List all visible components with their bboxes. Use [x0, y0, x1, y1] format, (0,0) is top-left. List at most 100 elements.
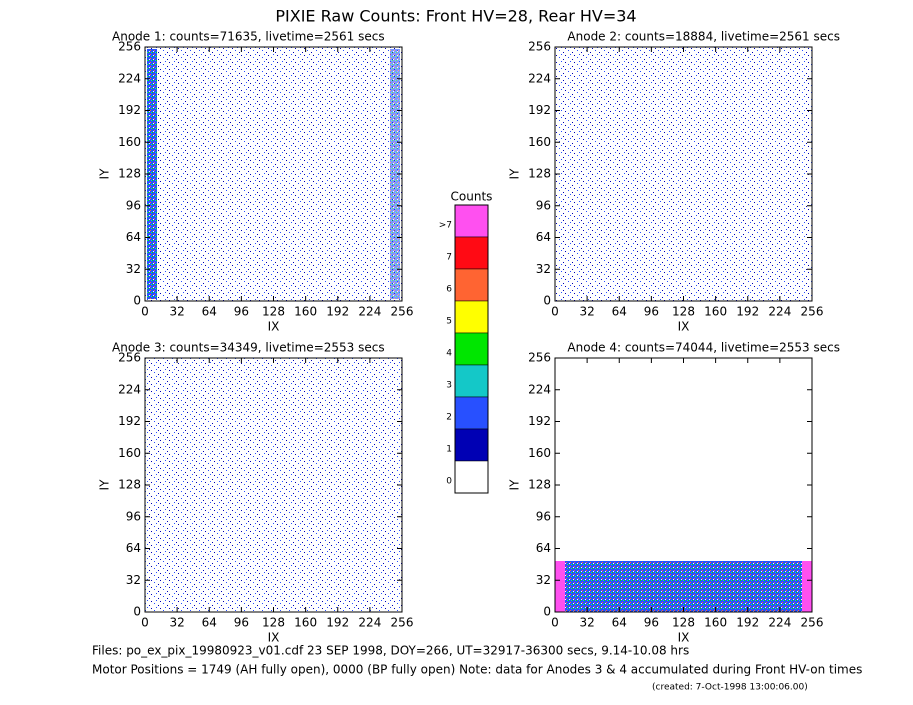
x-tick-label: 32 — [579, 616, 594, 630]
image-texture — [555, 47, 812, 301]
colorbar-swatch — [454, 332, 489, 366]
x-tick-label: 0 — [551, 616, 559, 630]
colorbar-label: 2 — [446, 413, 452, 423]
x-tick-label: 224 — [358, 305, 381, 319]
y-tick-label: 96 — [126, 509, 141, 523]
x-tick-label: 256 — [391, 305, 414, 319]
y-tick-label: 0 — [543, 605, 551, 619]
footer-created: (created: 7-Oct-1998 13:00:06.00) — [652, 683, 808, 693]
x-axis-label: IX — [678, 320, 690, 334]
y-tick-label: 64 — [126, 230, 141, 244]
panel-title: Anode 4: counts=74044, livetime=2553 sec… — [567, 341, 840, 355]
x-tick-label: 0 — [551, 305, 559, 319]
colorbar-swatch — [454, 300, 489, 334]
y-tick-label: 224 — [528, 382, 551, 396]
colorbar-swatch — [454, 428, 489, 462]
y-tick-label: 160 — [528, 135, 551, 149]
x-tick-label: 256 — [391, 616, 414, 630]
colorbar-title: Counts — [451, 190, 493, 204]
x-tick-label: 96 — [644, 305, 659, 319]
y-tick-label: 128 — [528, 478, 551, 492]
x-tick-label: 160 — [704, 616, 727, 630]
y-tick-label: 160 — [118, 446, 141, 460]
y-tick-label: 256 — [528, 351, 551, 365]
x-tick-label: 128 — [262, 305, 285, 319]
x-tick-label: 160 — [294, 616, 317, 630]
y-tick-label: 0 — [133, 294, 141, 308]
colorbar-label: 6 — [446, 285, 452, 295]
x-tick-label: 224 — [768, 616, 791, 630]
y-tick-label: 32 — [126, 262, 141, 276]
x-tick-label: 192 — [326, 305, 349, 319]
x-tick-label: 256 — [801, 616, 824, 630]
x-tick-label: 64 — [612, 616, 627, 630]
y-tick-label: 224 — [528, 71, 551, 85]
panel-title: Anode 2: counts=18884, livetime=2561 sec… — [567, 30, 840, 44]
image-texture — [147, 49, 157, 299]
y-tick-label: 256 — [528, 40, 551, 54]
y-tick-label: 0 — [133, 605, 141, 619]
x-tick-label: 32 — [169, 305, 184, 319]
y-tick-label: 192 — [118, 103, 141, 117]
y-tick-label: 128 — [528, 167, 551, 181]
colorbar-label: 5 — [446, 317, 452, 327]
colorbar-label: 1 — [446, 445, 452, 455]
x-tick-label: 192 — [736, 305, 759, 319]
x-tick-label: 64 — [202, 616, 217, 630]
x-tick-label: 128 — [262, 616, 285, 630]
y-tick-label: 160 — [528, 446, 551, 460]
y-tick-label: 96 — [126, 198, 141, 212]
y-tick-label: 32 — [536, 262, 551, 276]
x-tick-label: 96 — [234, 305, 249, 319]
x-axis-label: IX — [268, 320, 280, 334]
image-texture — [555, 561, 565, 612]
x-tick-label: 224 — [768, 305, 791, 319]
x-tick-label: 128 — [672, 616, 695, 630]
colorbar-swatch — [454, 236, 489, 270]
image-texture — [555, 561, 812, 612]
x-tick-label: 192 — [736, 616, 759, 630]
y-tick-label: 128 — [118, 167, 141, 181]
y-axis-label: IY — [98, 168, 112, 180]
x-tick-label: 64 — [202, 305, 217, 319]
x-axis-label: IX — [268, 631, 280, 645]
x-tick-label: 96 — [234, 616, 249, 630]
colorbar-frame — [454, 204, 489, 494]
figure-title: PIXIE Raw Counts: Front HV=28, Rear HV=3… — [275, 7, 636, 26]
colorbar-label: >7 — [439, 221, 452, 231]
x-tick-label: 0 — [141, 616, 149, 630]
x-tick-label: 0 — [141, 305, 149, 319]
x-tick-label: 128 — [672, 305, 695, 319]
y-axis-label: IY — [508, 168, 522, 180]
y-tick-label: 192 — [118, 414, 141, 428]
x-tick-label: 224 — [358, 616, 381, 630]
y-tick-label: 64 — [536, 541, 551, 555]
y-tick-label: 224 — [118, 71, 141, 85]
y-tick-label: 192 — [528, 414, 551, 428]
x-tick-label: 32 — [579, 305, 594, 319]
colorbar-label: 3 — [446, 381, 452, 391]
x-tick-label: 32 — [169, 616, 184, 630]
colorbar-swatch — [454, 268, 489, 302]
y-tick-label: 32 — [536, 573, 551, 587]
y-tick-label: 128 — [118, 478, 141, 492]
colorbar-label: 7 — [446, 253, 452, 263]
y-tick-label: 32 — [126, 573, 141, 587]
y-tick-label: 64 — [126, 541, 141, 555]
x-tick-label: 256 — [801, 305, 824, 319]
y-tick-label: 64 — [536, 230, 551, 244]
y-tick-label: 96 — [536, 198, 551, 212]
y-axis-label: IY — [98, 479, 112, 491]
panel-title: Anode 1: counts=71635, livetime=2561 sec… — [112, 30, 385, 44]
colorbar-swatch — [454, 204, 489, 238]
colorbar-swatch — [454, 460, 489, 494]
x-tick-label: 192 — [326, 616, 349, 630]
y-tick-label: 0 — [543, 294, 551, 308]
y-tick-label: 224 — [118, 382, 141, 396]
colorbar-label: 4 — [446, 349, 452, 359]
colorbar-swatch — [454, 364, 489, 398]
x-axis-label: IX — [678, 631, 690, 645]
footer-motor: Motor Positions = 1749 (AH fully open), … — [92, 663, 862, 677]
